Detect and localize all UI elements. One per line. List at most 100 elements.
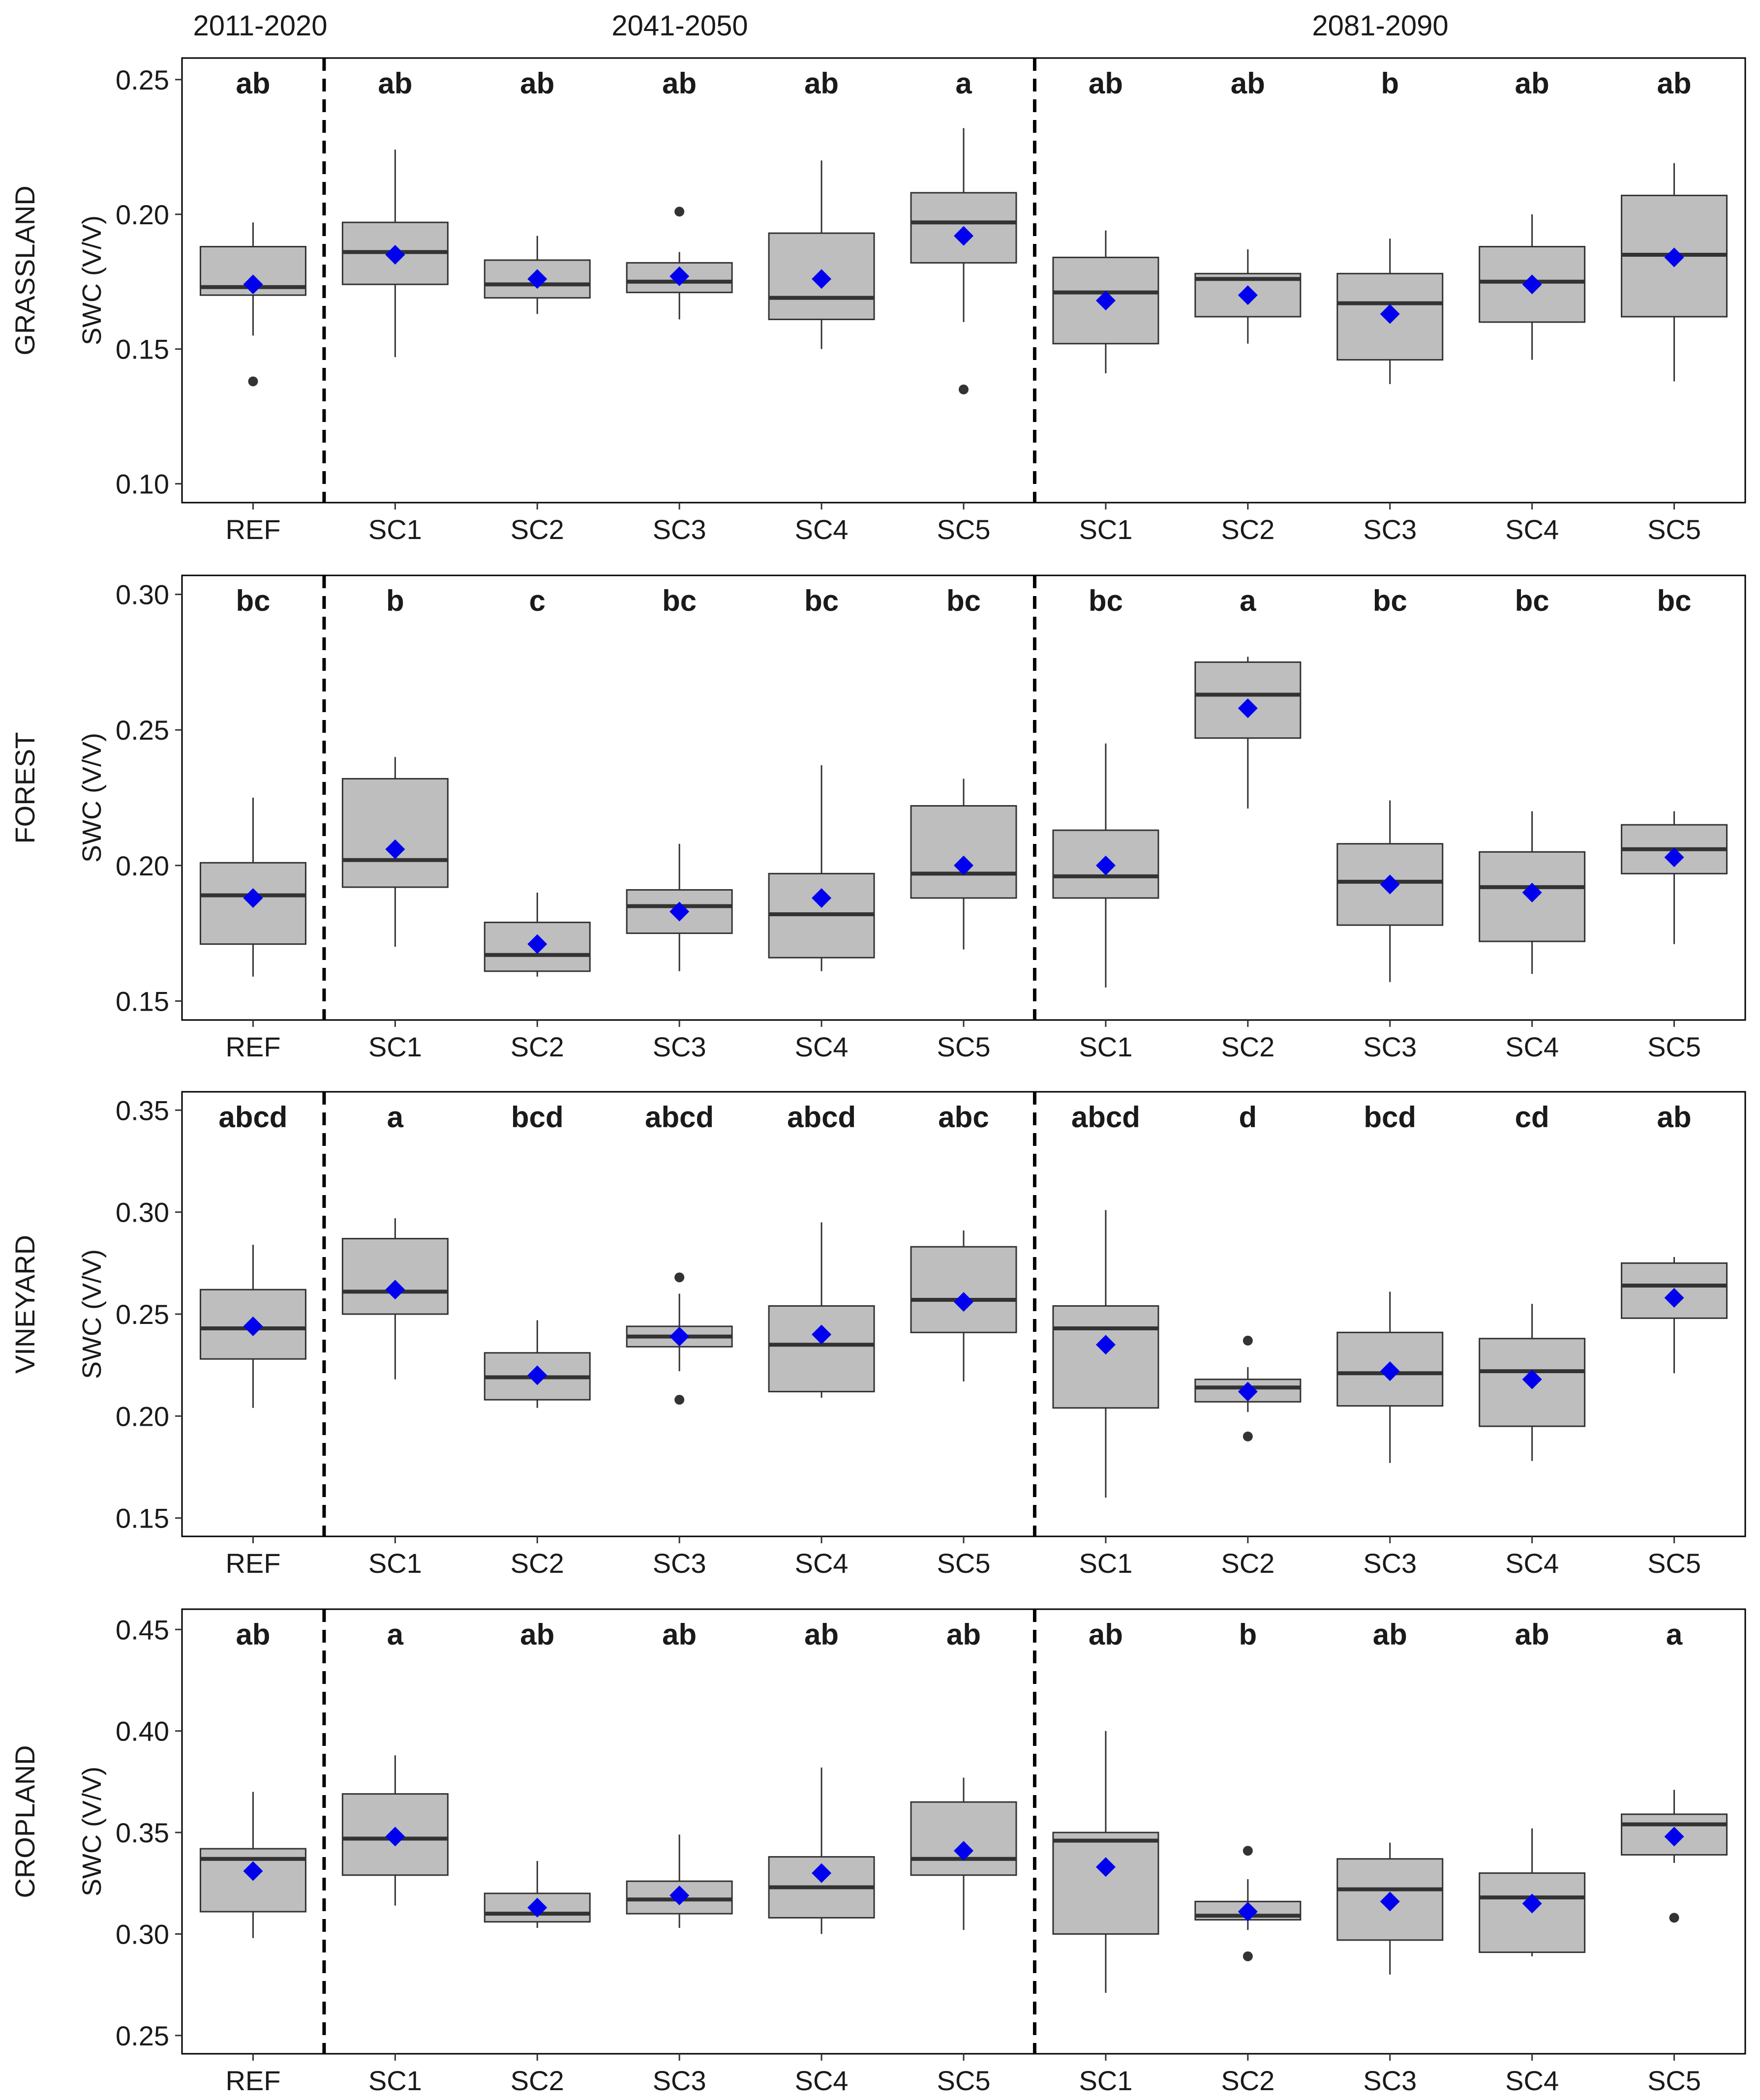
x-tick-label: SC3 <box>1363 1548 1417 1579</box>
y-tick-label: 0.15 <box>116 334 169 365</box>
significance-label: a <box>387 1618 404 1651</box>
period-label-late: 2081-2090 <box>1312 10 1448 42</box>
x-tick-label: SC1 <box>368 2065 422 2096</box>
x-tick-label: SC2 <box>1221 1548 1274 1579</box>
panel-label: VINEYARD <box>9 1235 40 1374</box>
significance-label: ab <box>1089 1618 1123 1651</box>
mean-marker <box>1522 274 1542 295</box>
significance-label: abcd <box>218 1101 287 1134</box>
x-tick-label: SC1 <box>368 1031 422 1062</box>
x-tick-label: SC2 <box>1221 2065 1274 2096</box>
box-vineyard-9: cd SC4 <box>1479 1101 1586 1579</box>
significance-label: b <box>1381 67 1399 100</box>
x-tick-label: SC2 <box>511 2065 564 2096</box>
significance-label: cd <box>1515 1101 1549 1134</box>
mean-marker <box>1238 1902 1258 1922</box>
box-vineyard-0: abcd REF <box>199 1101 306 1579</box>
mean-marker <box>527 1365 547 1385</box>
mean-marker <box>1238 698 1258 719</box>
mean-marker <box>385 1827 405 1847</box>
significance-label: ab <box>1089 67 1123 100</box>
outlier-point <box>1669 1913 1679 1923</box>
mean-marker <box>812 269 832 289</box>
y-tick-label: 0.45 <box>116 1614 169 1645</box>
box-vineyard-5: abc SC5 <box>910 1101 1017 1579</box>
x-tick-label: SC2 <box>511 514 564 545</box>
y-tick-label: 0.30 <box>116 1197 169 1228</box>
box-cropland-5: ab SC5 <box>910 1618 1017 2096</box>
x-tick-label: SC4 <box>1505 1031 1559 1062</box>
y-tick-label: 0.15 <box>116 986 169 1017</box>
y-tick-label: 0.20 <box>116 1401 169 1432</box>
mean-marker <box>1095 291 1116 311</box>
mean-marker <box>243 1316 263 1336</box>
mean-marker <box>1380 304 1400 324</box>
panel-forest: 0.15 0.20 0.25 0.30 SWC (V/V) FOREST bc REF b SC1… <box>9 574 1746 1062</box>
box-cropland-9: ab SC4 <box>1479 1618 1586 2096</box>
significance-label: ab <box>520 67 554 100</box>
panel-label: GRASSLAND <box>9 185 40 355</box>
box-iqr <box>341 1238 449 1315</box>
box-grassland-10: ab SC5 <box>1621 67 1728 545</box>
box-forest-0: bc REF <box>199 584 306 1062</box>
box-cropland-10: a SC5 <box>1621 1618 1728 2096</box>
mean-marker <box>1664 247 1684 268</box>
y-axis-label: SWC (V/V) <box>77 733 107 863</box>
significance-label: b <box>1239 1618 1257 1651</box>
mean-marker <box>527 269 547 289</box>
box-grassland-2: ab SC2 <box>484 67 591 545</box>
box-vineyard-10: ab SC5 <box>1621 1101 1728 1579</box>
significance-label: ab <box>1515 1618 1549 1651</box>
y-tick-label: 0.35 <box>116 1095 169 1126</box>
x-tick-label: SC3 <box>653 1548 706 1579</box>
mean-marker <box>243 1861 263 1881</box>
significance-label: ab <box>236 67 270 100</box>
x-tick-label: SC1 <box>368 514 422 545</box>
box-forest-2: c SC2 <box>484 584 591 1062</box>
y-tick-label: 0.30 <box>116 579 169 610</box>
significance-label: ab <box>1657 1101 1692 1134</box>
x-tick-label: SC4 <box>1505 514 1559 545</box>
significance-label: d <box>1239 1101 1257 1134</box>
box-iqr <box>910 1801 1017 1876</box>
mean-marker <box>1095 855 1116 875</box>
outlier-point <box>959 384 969 394</box>
x-tick-label: SC2 <box>1221 514 1274 545</box>
mean-marker <box>1522 1369 1542 1389</box>
box-grassland-7: ab SC2 <box>1194 67 1302 545</box>
mean-marker <box>1095 1857 1116 1877</box>
y-axis-label: SWC (V/V) <box>77 1249 107 1379</box>
mean-marker <box>669 901 690 922</box>
period-label-ref: 2011-2020 <box>193 10 327 42</box>
y-tick-label: 0.25 <box>116 2020 169 2051</box>
box-grassland-1: ab SC1 <box>341 67 449 545</box>
outlier-point <box>1243 1335 1253 1346</box>
outlier-point <box>674 207 685 217</box>
box-forest-3: bc SC3 <box>626 584 733 1062</box>
mean-marker <box>1380 874 1400 895</box>
x-tick-label: SC5 <box>937 1031 991 1062</box>
outlier-point <box>1243 1951 1253 1961</box>
mean-marker <box>954 1841 973 1861</box>
y-tick-label: 0.25 <box>116 715 169 746</box>
box-grassland-5: a SC5 <box>910 67 1017 545</box>
mean-marker <box>385 244 405 265</box>
significance-label: ab <box>804 1618 839 1651</box>
x-tick-label: SC2 <box>1221 1031 1274 1062</box>
significance-label: ab <box>662 1618 697 1651</box>
box-cropland-1: a SC1 <box>341 1618 449 2096</box>
mean-marker <box>812 1324 832 1345</box>
significance-label: a <box>1240 584 1256 617</box>
significance-label: bcd <box>511 1101 564 1134</box>
mean-marker <box>1664 847 1684 868</box>
mean-marker <box>243 888 263 908</box>
x-tick-label: SC4 <box>1505 1548 1559 1579</box>
box-cropland-7: b SC2 <box>1194 1618 1302 2096</box>
significance-label: ab <box>1657 67 1692 100</box>
significance-label: ab <box>1231 67 1265 100</box>
significance-label: bc <box>1657 584 1692 617</box>
significance-label: ab <box>946 1618 981 1651</box>
